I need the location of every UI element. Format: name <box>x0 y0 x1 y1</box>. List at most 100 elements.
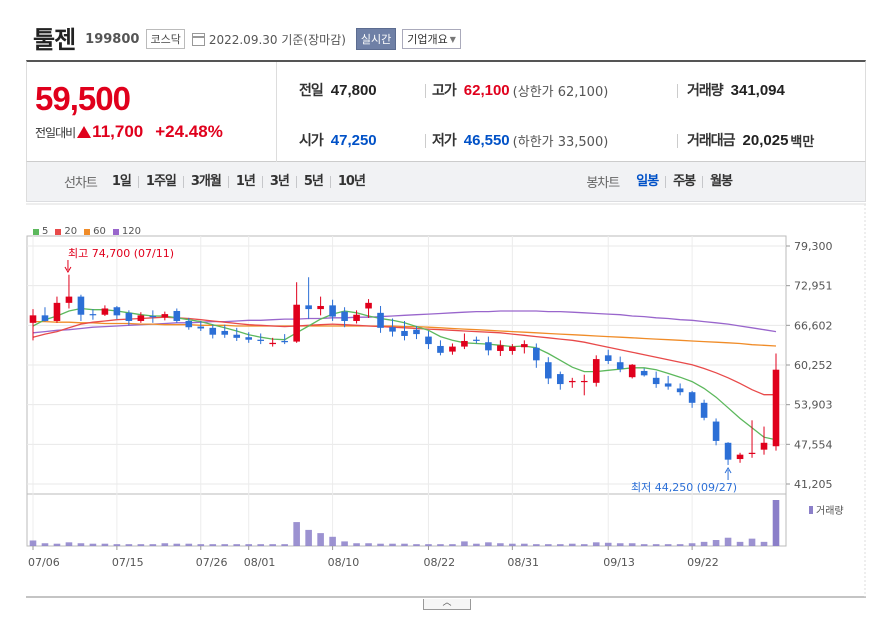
change-percent: +24.48% <box>155 122 223 141</box>
volume-legend-swatch <box>809 506 813 514</box>
range-1y[interactable]: 1년 <box>227 175 262 188</box>
candle-body <box>65 296 73 303</box>
candle-body <box>161 314 169 318</box>
volume-bar <box>736 541 744 546</box>
y-tick-label: 72,951 <box>794 280 833 293</box>
candle-weekly[interactable]: 주봉 <box>665 175 702 188</box>
candle-body <box>664 383 672 387</box>
x-tick-label: 08/31 <box>507 556 539 569</box>
candle-body <box>461 340 468 347</box>
candle-body <box>736 454 744 460</box>
y-tick-label: 53,903 <box>794 399 833 412</box>
volume-bar <box>760 541 768 546</box>
chart-toolbar: 선차트 1일 1주일 3개월 1년 3년 5년 10년 봉차트 일봉 주봉 월봉 <box>26 162 866 202</box>
prev-close-label: 전일 <box>299 83 324 99</box>
base-date: 2022.09.30 기준(장마감) <box>208 32 346 47</box>
range-5y[interactable]: 5년 <box>295 175 330 188</box>
y-tick-label: 47,554 <box>794 438 833 451</box>
high-value: 62,100 <box>463 81 510 99</box>
prev-close: 전일 47,800 <box>299 80 377 100</box>
x-tick-label: 08/10 <box>328 556 360 569</box>
chevron-down-icon: ▼ <box>449 34 456 44</box>
chevron-up-icon: ︿ <box>442 598 452 608</box>
company-overview-label: 기업개요 <box>407 33 448 46</box>
range-3m[interactable]: 3개월 <box>182 175 228 188</box>
candle-body <box>545 362 552 379</box>
candle-body <box>125 312 133 321</box>
amount-value: 20,025 <box>742 131 789 149</box>
candle-body <box>113 307 121 316</box>
candle-body <box>209 327 217 335</box>
volume-bar <box>29 540 37 546</box>
candle-body <box>353 314 360 321</box>
legend-item-ma120: 120 <box>112 226 141 237</box>
open-price: 시가 47,250 <box>299 130 377 150</box>
company-overview-button[interactable]: 기업개요 ▼ <box>402 29 461 49</box>
candle-monthly[interactable]: 월봉 <box>702 175 739 188</box>
stock-name: 툴젠 <box>33 25 76 54</box>
x-tick-label: 07/26 <box>196 556 228 569</box>
candle-body <box>616 362 624 370</box>
volume-bar <box>688 543 696 546</box>
volume-bar <box>269 544 276 546</box>
range-1d[interactable]: 1일 <box>111 173 132 189</box>
legend-item-ma5: 5 <box>33 226 48 237</box>
collapse-button[interactable]: ︿ <box>423 599 471 610</box>
candle-body <box>712 421 720 441</box>
x-tick-label: 09/22 <box>687 556 719 569</box>
candle-body <box>640 370 648 376</box>
volume-bar <box>137 544 145 546</box>
volume-bar <box>377 543 384 546</box>
candle-chart-label: 봉차트 <box>586 176 620 191</box>
volume-bar <box>521 543 528 546</box>
x-tick-label: 08/01 <box>244 556 276 569</box>
volume-bar <box>89 543 97 546</box>
range-1w[interactable]: 1주일 <box>137 175 183 188</box>
candle-body <box>269 342 276 345</box>
volume-bar <box>233 544 241 546</box>
candle-body <box>293 304 300 342</box>
y-tick-label: 66,602 <box>794 319 833 332</box>
candle-body <box>533 347 540 361</box>
x-tick-label: 07/06 <box>28 556 60 569</box>
range-3y[interactable]: 3년 <box>261 175 296 188</box>
prev-close-value: 47,800 <box>330 81 377 99</box>
high-price: 고가 62,100 (상한가 62,100) <box>432 80 608 100</box>
volume-bar <box>413 544 420 546</box>
candle-body <box>305 305 312 310</box>
candle-body <box>53 302 61 321</box>
high-arrow-head <box>64 266 72 273</box>
legend-label: 120 <box>121 226 141 237</box>
y-tick-label: 60,252 <box>794 359 833 372</box>
range-10y[interactable]: 10년 <box>329 175 372 188</box>
candle-body <box>245 337 253 340</box>
low-value: 46,550 <box>463 131 510 149</box>
candle-body <box>509 346 516 351</box>
candle-body <box>556 374 564 385</box>
candle-body <box>628 364 636 378</box>
volume-bar <box>568 543 576 546</box>
candle-body <box>29 315 37 323</box>
volume-bar <box>533 544 540 546</box>
legend-item-ma60: 60 <box>84 226 106 237</box>
volume-bar <box>497 543 504 546</box>
candle-daily[interactable]: 일봉 <box>636 173 659 189</box>
volume-label: 거래량 <box>687 83 724 99</box>
candle-body <box>401 330 408 336</box>
legend-swatch <box>55 228 62 235</box>
upper-limit: (상한가 62,100) <box>512 84 609 100</box>
candle-body <box>317 305 324 310</box>
volume-bar <box>652 544 660 546</box>
candle-body <box>688 392 696 403</box>
calendar-icon <box>191 32 205 46</box>
volume-bar <box>425 544 432 546</box>
legend-swatch <box>33 228 39 235</box>
trade-amount: 거래대금 20,025 백만 <box>687 130 814 150</box>
candle-body <box>365 302 372 309</box>
candle-body <box>77 296 85 315</box>
volume-bar <box>628 543 636 546</box>
amount-label: 거래대금 <box>687 133 736 149</box>
realtime-button[interactable]: 실시간 <box>355 28 397 50</box>
volume-bar <box>604 542 612 546</box>
